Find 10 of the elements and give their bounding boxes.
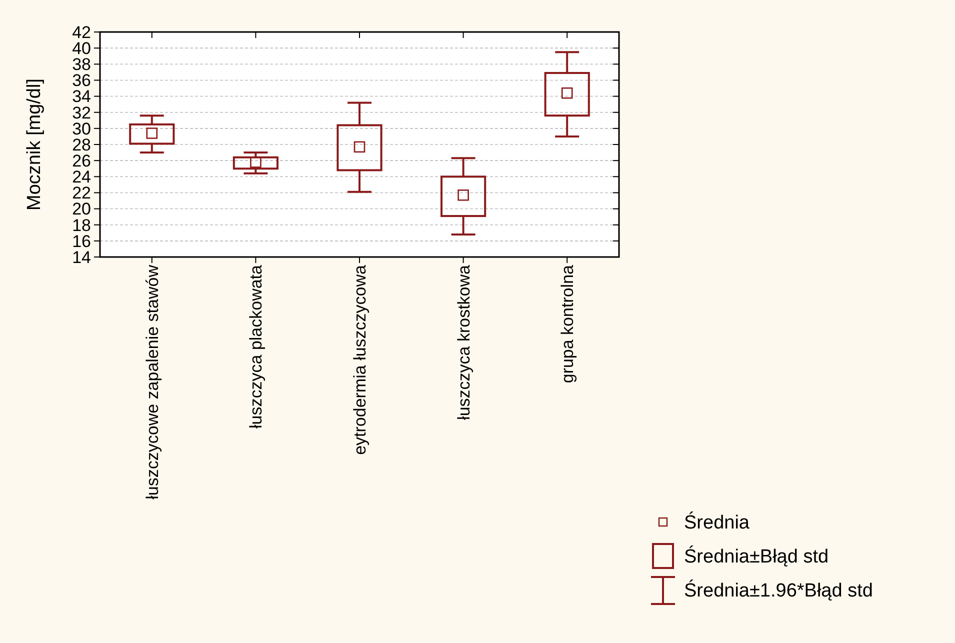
x-tick-label: eytrodermia łuszczycowa	[350, 264, 370, 455]
y-axis-title: Mocznik [mg/dl]	[24, 78, 45, 210]
text: Średnia±Błąd std	[684, 544, 829, 568]
text: Średnia±1.96*Błąd std	[684, 578, 873, 602]
x-tick-label: łuszczyca krostkowa	[454, 264, 474, 420]
x-tick-label: łuszczycowe zapalenie stawów	[142, 264, 162, 500]
x-tick-label: łuszczyca plackowata	[246, 264, 266, 428]
x-tick-label: grupa kontrolna	[558, 264, 578, 384]
legend-label: Średnia	[684, 510, 750, 534]
y-tick-label: 42	[72, 22, 91, 42]
